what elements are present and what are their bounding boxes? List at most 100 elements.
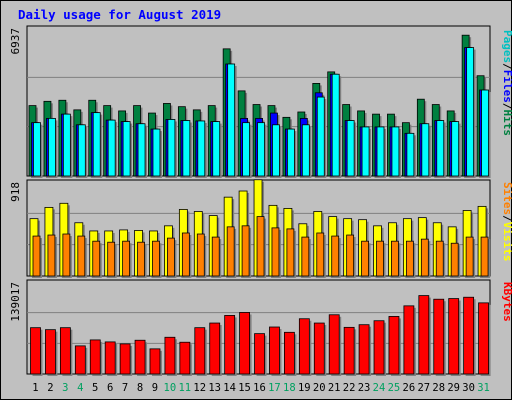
hits-legend-entry: / bbox=[501, 103, 512, 110]
x-tick-label: 11 bbox=[178, 382, 191, 394]
kbytes-bar bbox=[313, 322, 325, 375]
x-tick-label: 3 bbox=[62, 382, 68, 394]
pages-bar bbox=[257, 122, 265, 177]
pages-bar bbox=[122, 121, 131, 177]
hits-legend-entry: / bbox=[501, 63, 512, 70]
hits-max-label: 6937 bbox=[9, 28, 22, 55]
x-tick-label: 14 bbox=[223, 382, 236, 394]
sites-bar bbox=[47, 234, 56, 277]
kbytes-bar bbox=[89, 339, 101, 375]
x-tick-label: 16 bbox=[253, 382, 266, 394]
sites-bar bbox=[196, 233, 205, 277]
kbytes-bar bbox=[30, 327, 41, 375]
sites-bar bbox=[361, 240, 369, 277]
x-tick-label: 12 bbox=[193, 382, 206, 394]
visits-legend-entry: Sites bbox=[501, 182, 512, 215]
sites-bar bbox=[376, 240, 384, 277]
kbytes-bar bbox=[463, 296, 475, 375]
hits-legend-entry: Files bbox=[501, 70, 512, 103]
kbytes-bar bbox=[418, 295, 430, 375]
kbytes-bar bbox=[433, 298, 445, 375]
x-tick-label: 25 bbox=[388, 382, 401, 394]
sites-bar bbox=[480, 236, 489, 277]
sites-bar bbox=[271, 227, 280, 277]
x-tick-label: 10 bbox=[164, 382, 177, 394]
kbytes-bar bbox=[284, 331, 295, 375]
kbytes-bar bbox=[448, 298, 460, 375]
pages-bar bbox=[212, 121, 221, 177]
x-tick-label: 26 bbox=[403, 382, 416, 394]
pages-bar bbox=[77, 124, 86, 177]
pages-bar bbox=[167, 119, 176, 177]
sites-bar bbox=[77, 235, 86, 277]
chart-title: Daily usage for August 2019 bbox=[18, 7, 221, 22]
kbytes-bar bbox=[254, 333, 265, 375]
pages-bar bbox=[331, 73, 340, 177]
sites-bar bbox=[137, 241, 145, 277]
pages-bar bbox=[107, 119, 116, 177]
kbytes-bar bbox=[403, 305, 415, 375]
sites-bar bbox=[465, 236, 474, 277]
kbytes-bar bbox=[104, 341, 116, 375]
sites-bar bbox=[405, 240, 414, 277]
sites-bar bbox=[92, 240, 101, 277]
x-tick-label: 17 bbox=[268, 382, 281, 394]
visits-legend-entry: Visits bbox=[501, 222, 512, 262]
kbytes-bar bbox=[134, 339, 146, 375]
visits-max-label: 918 bbox=[9, 182, 22, 202]
sites-bar bbox=[122, 240, 131, 277]
sites-bar bbox=[346, 234, 355, 277]
sites-bar bbox=[107, 241, 116, 277]
sites-bar bbox=[167, 237, 175, 277]
x-tick-label: 5 bbox=[92, 382, 98, 394]
pages-bar bbox=[182, 120, 191, 177]
pages-bar bbox=[227, 63, 236, 177]
sites-bar bbox=[32, 235, 41, 277]
pages-bar bbox=[481, 89, 489, 177]
x-tick-label: 23 bbox=[358, 382, 371, 394]
sites-bar bbox=[450, 242, 459, 277]
kbytes-bar bbox=[269, 326, 280, 375]
kbytes-bar bbox=[164, 336, 176, 375]
kbytes-bar bbox=[298, 318, 310, 375]
kbytes-bar bbox=[209, 322, 221, 375]
kbytes-legend: KBytes bbox=[501, 282, 512, 322]
kbytes-bar bbox=[478, 302, 489, 375]
pages-bar bbox=[197, 120, 206, 177]
pages-bar bbox=[152, 128, 161, 177]
x-tick-label: 19 bbox=[298, 382, 311, 394]
pages-bar bbox=[406, 132, 415, 177]
sites-bar bbox=[391, 240, 399, 277]
sites-bar bbox=[301, 236, 310, 277]
visits-legend-entry: / bbox=[501, 215, 512, 222]
kbytes-bar bbox=[224, 315, 236, 375]
x-tick-label: 6 bbox=[107, 382, 113, 394]
kbytes-bar bbox=[45, 329, 56, 375]
kbytes-legend-entry: KBytes bbox=[501, 282, 512, 322]
sites-bar bbox=[435, 240, 444, 277]
x-tick-label: 30 bbox=[462, 382, 475, 394]
kbytes-bar bbox=[179, 341, 191, 375]
sites-bar bbox=[181, 232, 190, 277]
x-tick-label: 28 bbox=[432, 382, 445, 394]
kbytes-bar bbox=[119, 343, 131, 375]
kbytes-bar bbox=[194, 327, 206, 375]
kbytes-bar bbox=[74, 345, 86, 375]
x-tick-label: 13 bbox=[208, 382, 221, 394]
pages-bar bbox=[436, 120, 445, 177]
sites-bar bbox=[256, 216, 265, 277]
pages-bar bbox=[376, 126, 385, 177]
pages-bar bbox=[391, 126, 400, 177]
sites-bar bbox=[420, 238, 429, 277]
sites-bar bbox=[62, 233, 71, 277]
kbytes-max-label: 139017 bbox=[9, 282, 22, 322]
x-tick-label: 29 bbox=[447, 382, 460, 394]
sites-bar bbox=[241, 225, 250, 277]
kbytes-bar bbox=[239, 312, 250, 375]
sites-bar bbox=[316, 232, 325, 277]
x-tick-label: 24 bbox=[373, 382, 386, 394]
x-tick-label: 8 bbox=[137, 382, 143, 394]
x-tick-label: 1 bbox=[32, 382, 38, 394]
hits-legend-entry: Pages bbox=[501, 30, 512, 63]
x-tick-label: 2 bbox=[47, 382, 53, 394]
